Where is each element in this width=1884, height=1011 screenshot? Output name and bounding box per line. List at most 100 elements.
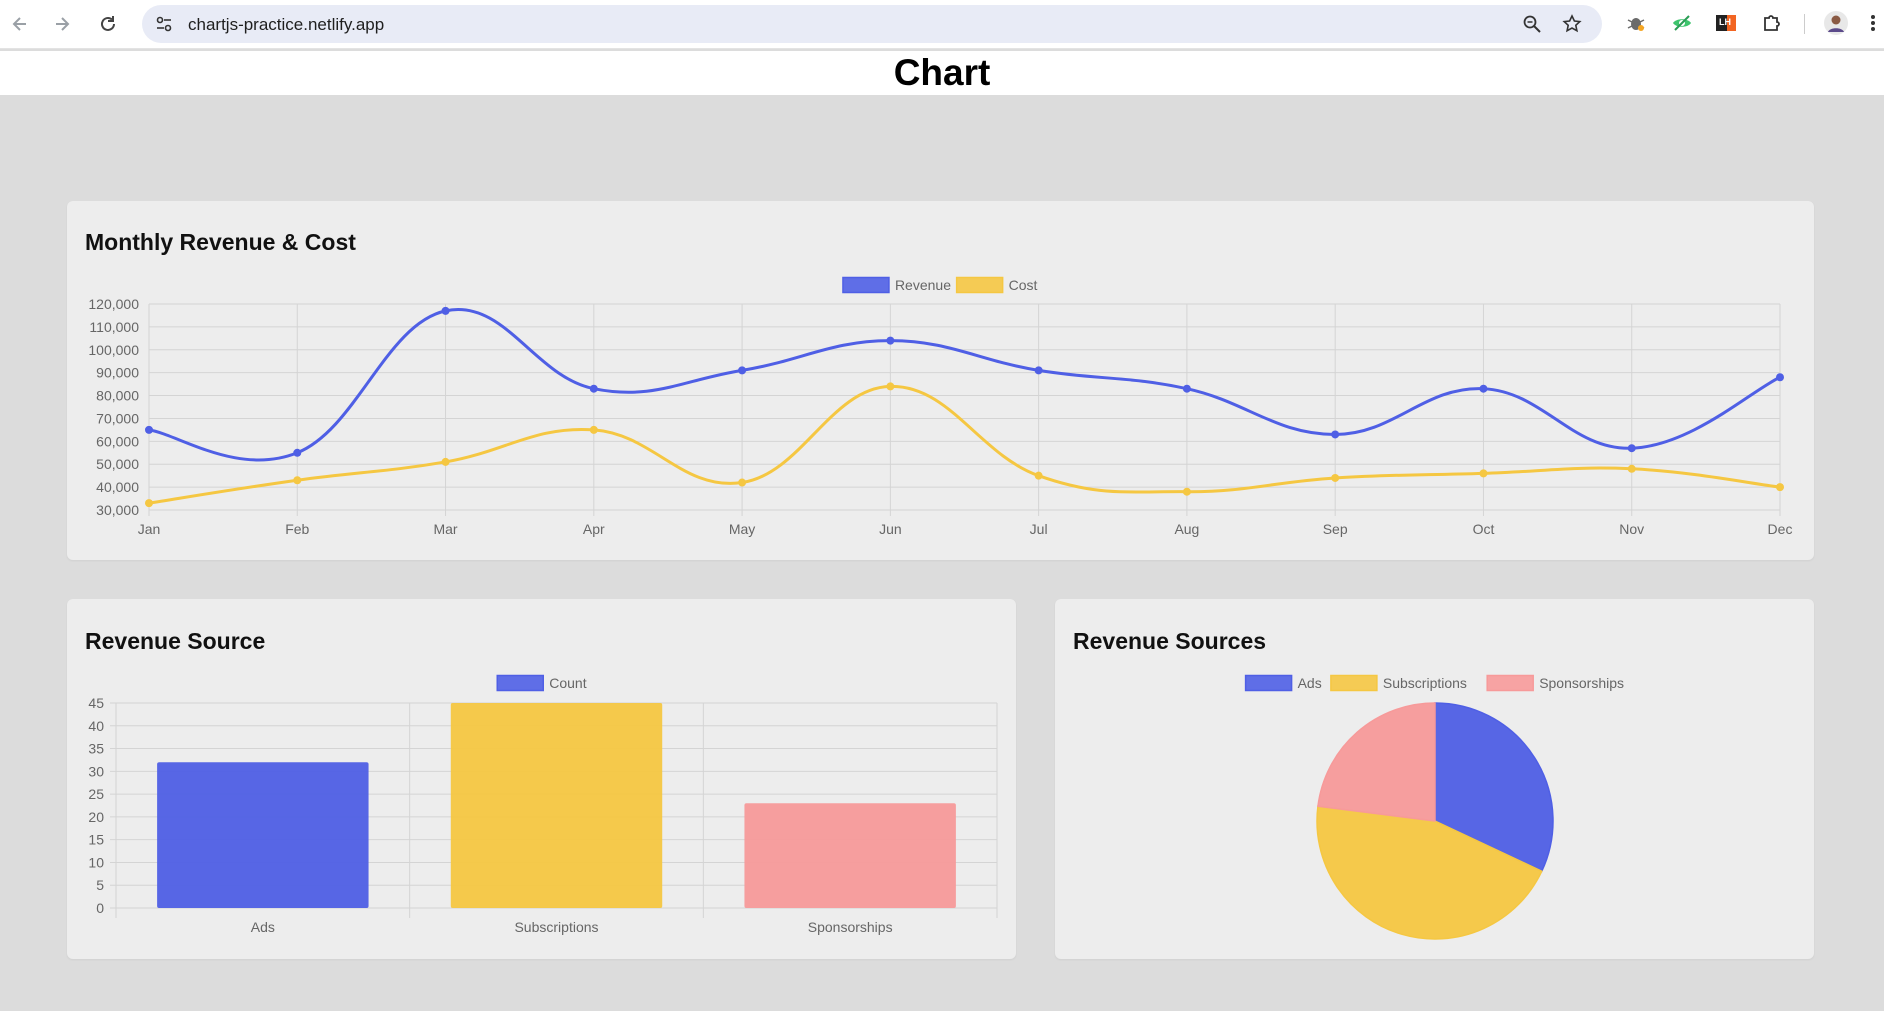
x-tick-label: Ads: [251, 919, 275, 935]
pie-chart-title: Revenue Sources: [1073, 628, 1267, 654]
data-point-revenue: [293, 448, 302, 457]
x-tick-label: Jul: [1030, 521, 1048, 537]
bar-chart-card: Revenue Source 0 5 10 15 20 25 30 35 40 45 Ads Subs…: [67, 599, 1016, 959]
data-point-revenue: [1479, 384, 1488, 393]
x-tick-label: Oct: [1473, 521, 1495, 537]
y-tick-label: 40,000: [96, 479, 139, 495]
data-point-revenue: [1034, 366, 1043, 375]
zoom-icon[interactable]: [1522, 14, 1542, 34]
y-tick-label: 5: [96, 877, 104, 893]
y-tick-label: 10: [88, 854, 104, 870]
extension-bug-icon[interactable]: [1624, 11, 1648, 35]
y-tick-label: 70,000: [96, 410, 139, 426]
extensions-puzzle-icon[interactable]: [1760, 11, 1784, 35]
forward-arrow-icon[interactable]: [50, 12, 74, 36]
data-point-cost: [145, 499, 153, 508]
bar-chart: 0 5 10 15 20 25 30 35 40 45 Ads Subscriptions Sponso…: [88, 674, 998, 935]
legend-swatch: [1486, 674, 1534, 692]
data-point-cost: [1331, 473, 1340, 482]
url-text[interactable]: chartjs-practice.netlify.app: [188, 15, 385, 34]
y-tick-label: 60,000: [96, 433, 139, 449]
data-point-cost: [1479, 469, 1488, 478]
legend-label: Sponsorships: [1539, 675, 1624, 691]
menu-kebab-icon[interactable]: [1866, 11, 1880, 35]
toolbar-divider: [1804, 14, 1805, 34]
legend-label: Subscriptions: [1383, 675, 1467, 691]
x-tick-label: Dec: [1768, 521, 1793, 537]
x-tick-label: Aug: [1174, 521, 1199, 537]
y-tick-label: 25: [88, 786, 104, 802]
series-line-cost: [148, 384, 1781, 505]
y-tick-label: 40: [88, 718, 104, 734]
y-tick-label: 30,000: [96, 502, 139, 518]
page-header: Chart: [0, 51, 1884, 95]
legend-swatch: [955, 276, 1004, 294]
data-point-revenue: [145, 425, 153, 434]
x-tick-label: Sep: [1323, 521, 1348, 537]
browser-toolbar: chartjs-practice.netlify.app LH: [0, 0, 1884, 49]
legend-label: Count: [549, 675, 586, 691]
data-point-revenue: [1627, 444, 1636, 453]
reload-icon[interactable]: [96, 12, 120, 36]
x-tick-label: Jan: [138, 521, 161, 537]
pie-slice-sponsorships: [1317, 702, 1436, 822]
data-point-cost: [589, 425, 598, 434]
legend-swatch: [842, 276, 890, 294]
bar-chart-title: Revenue Source: [85, 628, 266, 654]
data-point-revenue: [1776, 373, 1784, 382]
x-tick-label: Feb: [285, 521, 309, 537]
x-tick-label: Sponsorships: [808, 919, 893, 935]
y-tick-label: 100,000: [88, 342, 139, 358]
data-point-cost: [293, 476, 302, 485]
legend-swatch: [496, 674, 544, 692]
back-arrow-icon[interactable]: [8, 12, 32, 36]
bookmark-star-icon[interactable]: [1562, 14, 1582, 34]
data-point-cost: [1627, 464, 1636, 473]
legend-label: Ads: [1298, 675, 1322, 691]
y-tick-label: 20: [88, 809, 104, 825]
bar-subscriptions: [450, 703, 663, 908]
data-point-revenue: [738, 366, 747, 375]
data-point-cost: [1182, 487, 1191, 496]
y-tick-label: 80,000: [96, 388, 139, 404]
data-point-cost: [886, 382, 895, 391]
extension-eye-icon[interactable]: [1670, 11, 1694, 35]
data-point-cost: [1034, 471, 1043, 480]
data-point-revenue: [1331, 430, 1340, 439]
x-tick-label: Mar: [433, 521, 457, 537]
pie-slice-subscriptions: [1316, 805, 1543, 940]
y-tick-label: 50,000: [96, 456, 139, 472]
y-tick-label: 30: [88, 763, 104, 779]
data-point-cost: [738, 478, 747, 487]
y-tick-label: 45: [88, 695, 104, 711]
x-tick-label: Nov: [1619, 521, 1644, 537]
data-point-cost: [1776, 483, 1784, 492]
data-point-revenue: [886, 336, 895, 345]
pie-slice-ads: [1434, 702, 1554, 873]
legend-label: Revenue: [895, 277, 951, 293]
profile-avatar-icon[interactable]: [1824, 11, 1848, 35]
legend-swatch: [1330, 674, 1378, 692]
address-bar[interactable]: chartjs-practice.netlify.app: [142, 5, 1602, 43]
legend-swatch: [1244, 674, 1293, 692]
x-tick-label: Jun: [879, 521, 902, 537]
pie-chart: Ads Subscriptions Sponsorships: [1244, 674, 1624, 940]
pie-chart-card: Revenue Sources Ads Subscriptions Sponsors…: [1055, 599, 1814, 959]
y-tick-label: 120,000: [88, 296, 139, 312]
line-chart-card: Monthly Revenue & Cost 30,000 40,000 50,00…: [67, 201, 1814, 560]
line-chart-title: Monthly Revenue & Cost: [85, 229, 356, 255]
bar-sponsorships: [744, 803, 956, 908]
y-tick-label: 15: [88, 832, 104, 848]
line-chart: 30,000 40,000 50,000 60,000 70,000 80,000 90,0…: [88, 276, 1793, 537]
site-settings-icon[interactable]: [154, 14, 174, 34]
data-point-cost: [441, 457, 450, 466]
page-title: Chart: [893, 52, 991, 93]
extension-lh-icon[interactable]: LH: [1714, 11, 1738, 35]
bar-ads: [157, 762, 369, 908]
y-tick-label: 35: [88, 741, 104, 757]
y-tick-label: 0: [96, 900, 104, 916]
legend-label: Cost: [1009, 277, 1038, 293]
data-point-revenue: [441, 306, 450, 315]
data-point-revenue: [589, 384, 598, 393]
y-tick-label: 110,000: [89, 319, 139, 335]
